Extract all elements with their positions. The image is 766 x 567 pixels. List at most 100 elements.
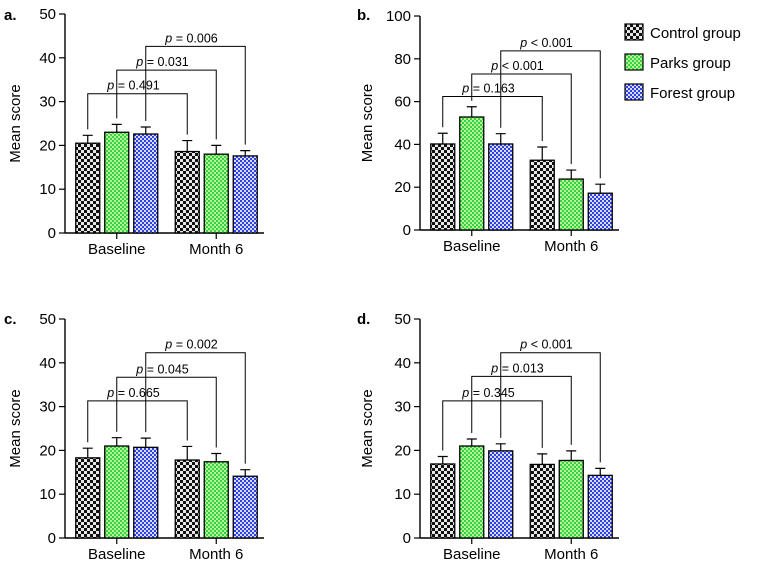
legend-label-control: Control group	[650, 25, 741, 42]
bar-forest	[587, 474, 613, 539]
bar-forest	[587, 192, 613, 231]
error-bar-forest	[140, 437, 151, 448]
p-value-label: p = 0.665	[106, 386, 160, 400]
error-bar-forest	[140, 126, 151, 135]
error-bar-forest	[595, 183, 606, 194]
y-tick-label: 20	[39, 442, 56, 459]
comparison-bracket	[145, 45, 246, 145]
x-tick-label: Baseline	[88, 546, 146, 563]
legend-label-forest: Forest group	[650, 85, 735, 102]
x-tick-label: Month 6	[189, 241, 243, 258]
error-bar-forest	[240, 150, 251, 156]
comparison-bracket	[442, 400, 543, 451]
comparison-bracket	[145, 352, 246, 464]
x-tick-label: Month 6	[544, 238, 598, 255]
y-tick-label: 20	[39, 137, 56, 154]
bar-control	[529, 159, 555, 231]
p-value-label: p = 0.491	[106, 79, 160, 93]
legend-swatch-parks	[624, 53, 644, 71]
y-tick-label: 10	[39, 486, 56, 503]
bar-parks	[203, 461, 229, 539]
comparison-bracket	[500, 352, 601, 463]
p-value-label: p = 0.013	[490, 361, 544, 375]
panel-label: d.	[357, 311, 370, 328]
y-tick-label: 30	[39, 94, 56, 111]
x-tick-label: Baseline	[443, 546, 501, 563]
bar-forest	[133, 446, 159, 539]
comparison-bracket	[87, 93, 188, 135]
bar-control	[430, 143, 456, 231]
comparison-bracket	[116, 69, 217, 140]
error-bar-forest	[595, 467, 606, 476]
y-tick-label: 20	[394, 442, 411, 459]
y-axis-label: Mean score	[7, 84, 24, 162]
comparison-bracket	[471, 73, 572, 165]
bar-control	[174, 150, 200, 234]
chart-panel-d: d. Mean score 0 10 20 30 40 50 Baseline Month 6 p …	[357, 311, 619, 563]
error-bar-parks	[211, 452, 222, 462]
legend-swatch-forest	[624, 83, 644, 101]
legend-label-parks: Parks group	[650, 55, 731, 72]
p-value-label: p = 0.002	[164, 338, 218, 352]
bar-parks	[459, 116, 485, 231]
y-tick-label: 20	[394, 179, 411, 196]
y-tick-label: 50	[39, 311, 56, 328]
y-tick-label: 0	[48, 225, 56, 242]
x-tick-label: Baseline	[443, 238, 501, 255]
error-bar-control	[82, 134, 93, 144]
y-axis-label: Mean score	[7, 389, 24, 467]
panel-label: b.	[357, 7, 370, 24]
bar-forest	[133, 133, 159, 234]
error-bar-parks	[211, 144, 222, 155]
p-value-label: p = 0.031	[135, 55, 189, 69]
y-tick-label: 40	[39, 50, 56, 67]
y-tick-label: 30	[39, 399, 56, 416]
bar-parks	[104, 445, 130, 539]
y-tick-label: 10	[39, 181, 56, 198]
bar-control	[174, 459, 200, 539]
error-bar-parks	[466, 438, 477, 447]
comparison-bracket	[87, 400, 188, 443]
comparison-bracket	[116, 376, 217, 448]
y-tick-label: 0	[403, 530, 411, 547]
chart-panel-a: a. Mean score 0 10 20 30 40 50 Baseline Month 6 p …	[4, 6, 264, 258]
error-bar-parks	[566, 169, 577, 180]
bar-parks	[558, 178, 584, 231]
error-bar-parks	[466, 106, 477, 118]
error-bar-control	[82, 447, 93, 458]
y-tick-label: 60	[394, 94, 411, 111]
y-axis-label: Mean score	[359, 389, 376, 467]
bar-parks	[104, 131, 130, 234]
x-tick-label: Month 6	[189, 546, 243, 563]
comparison-bracket	[500, 50, 601, 179]
bar-control	[529, 463, 555, 539]
error-bar-parks	[566, 450, 577, 461]
panel-label: c.	[4, 311, 17, 328]
error-bar-forest	[240, 469, 251, 477]
bar-forest	[232, 155, 258, 234]
x-tick-label: Baseline	[88, 241, 146, 258]
error-bar-control	[437, 132, 448, 144]
bar-parks	[203, 153, 229, 234]
error-bar-control	[182, 445, 193, 461]
y-tick-label: 10	[394, 486, 411, 503]
bar-forest	[232, 475, 258, 539]
chart-panel-c: c. Mean score 0 10 20 30 40 50 Baseline Month 6 p …	[4, 311, 264, 563]
y-tick-label: 80	[394, 51, 411, 68]
p-value-label: p = 0.345	[461, 386, 515, 400]
y-tick-label: 50	[394, 311, 411, 328]
error-bar-control	[182, 139, 193, 152]
y-tick-label: 40	[394, 355, 411, 372]
y-tick-label: 100	[386, 8, 411, 25]
y-tick-label: 40	[394, 136, 411, 153]
p-value-label: p = 0.006	[164, 31, 218, 45]
error-bar-control	[537, 146, 548, 161]
panel-label: a.	[4, 7, 17, 24]
bar-forest	[488, 143, 514, 231]
legend-swatch-control	[624, 23, 644, 41]
error-bar-parks	[111, 437, 122, 447]
y-tick-label: 40	[39, 355, 56, 372]
y-tick-label: 50	[39, 6, 56, 23]
x-tick-label: Month 6	[544, 546, 598, 563]
